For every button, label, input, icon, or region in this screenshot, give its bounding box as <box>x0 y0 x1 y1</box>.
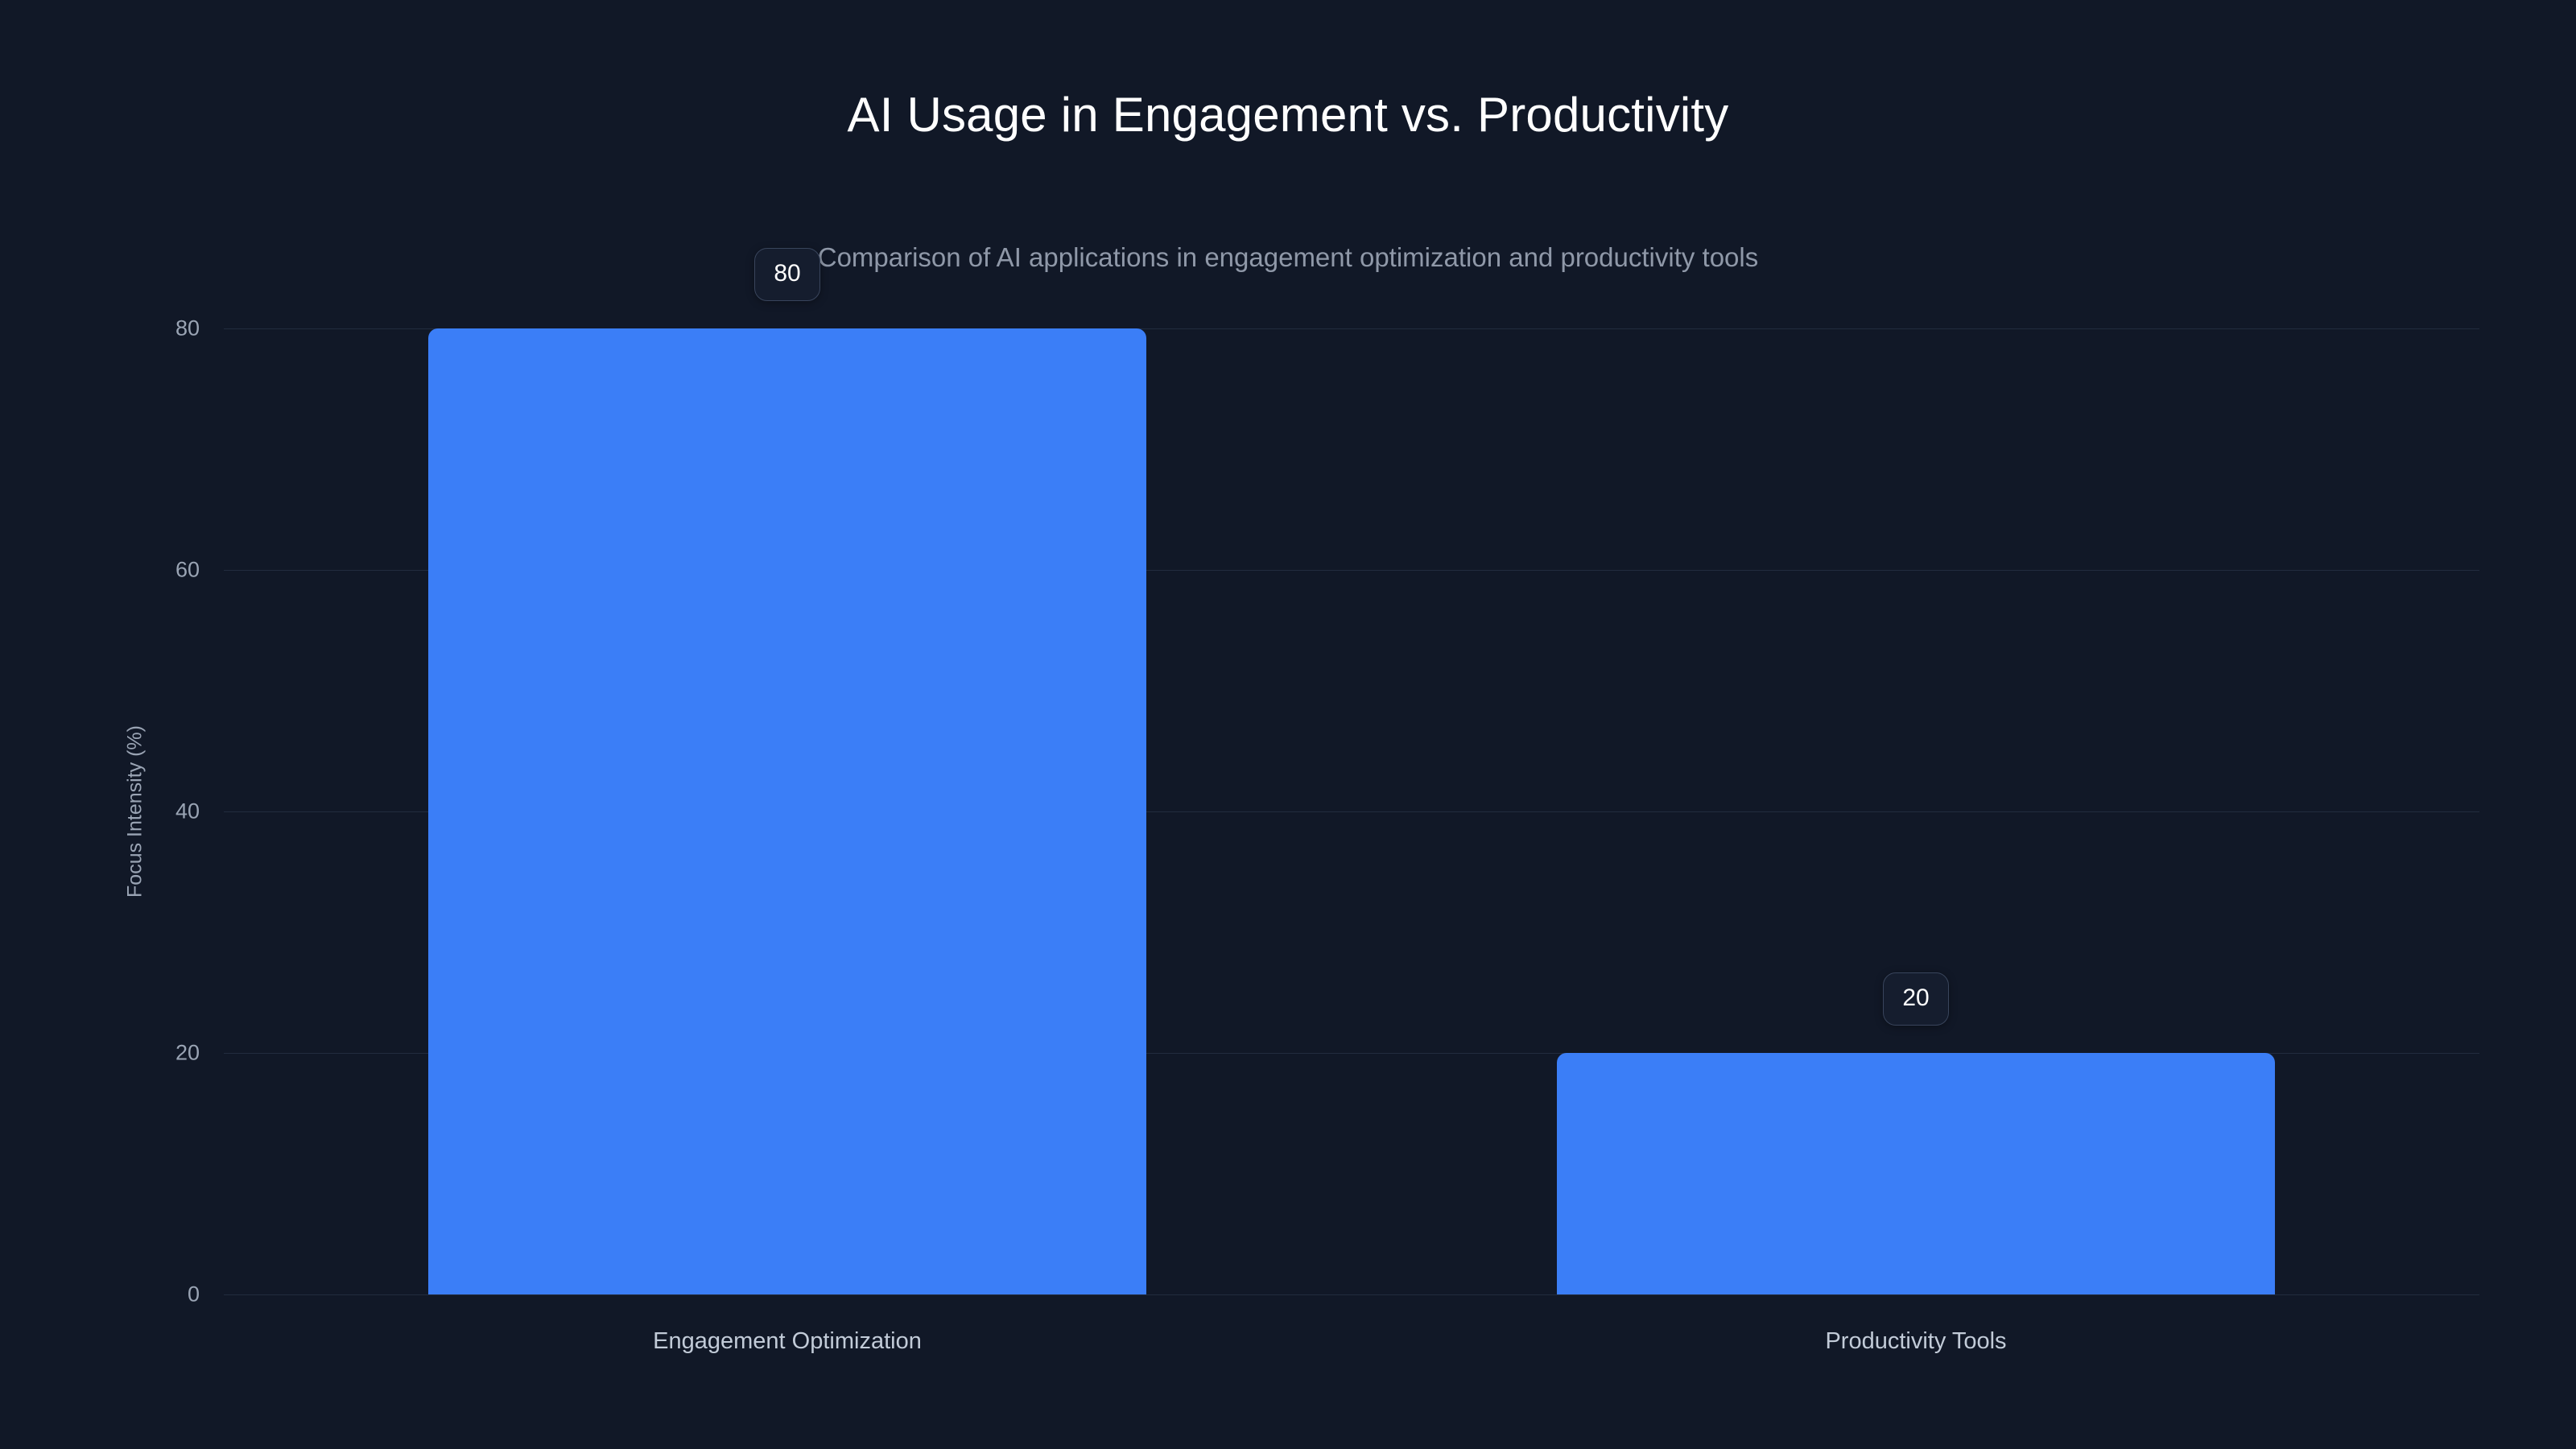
y-axis-title-text: Focus Intensity (%) <box>123 725 147 898</box>
gridline-60 <box>224 570 2479 571</box>
value-badge-engagement-optimization: 80 <box>754 248 820 301</box>
gridline-0 <box>224 1294 2479 1295</box>
gridline-80 <box>224 328 2479 329</box>
value-badge-productivity-tools: 20 <box>1883 972 1949 1026</box>
x-tick-engagement-optimization: Engagement Optimization <box>653 1328 922 1354</box>
chart-title: AI Usage in Engagement vs. Productivity <box>847 88 1729 142</box>
plot-area <box>224 328 2479 1295</box>
y-axis-title: Focus Intensity (%) <box>119 328 151 1294</box>
x-tick-productivity-tools: Productivity Tools <box>1825 1328 2007 1354</box>
chart-subtitle: Comparison of AI applications in engagem… <box>817 242 1759 272</box>
gridline-20 <box>224 1053 2479 1054</box>
bar-productivity-tools[interactable] <box>1557 1053 2275 1294</box>
bar-engagement-optimization[interactable] <box>428 328 1146 1294</box>
gridline-40 <box>224 811 2479 812</box>
